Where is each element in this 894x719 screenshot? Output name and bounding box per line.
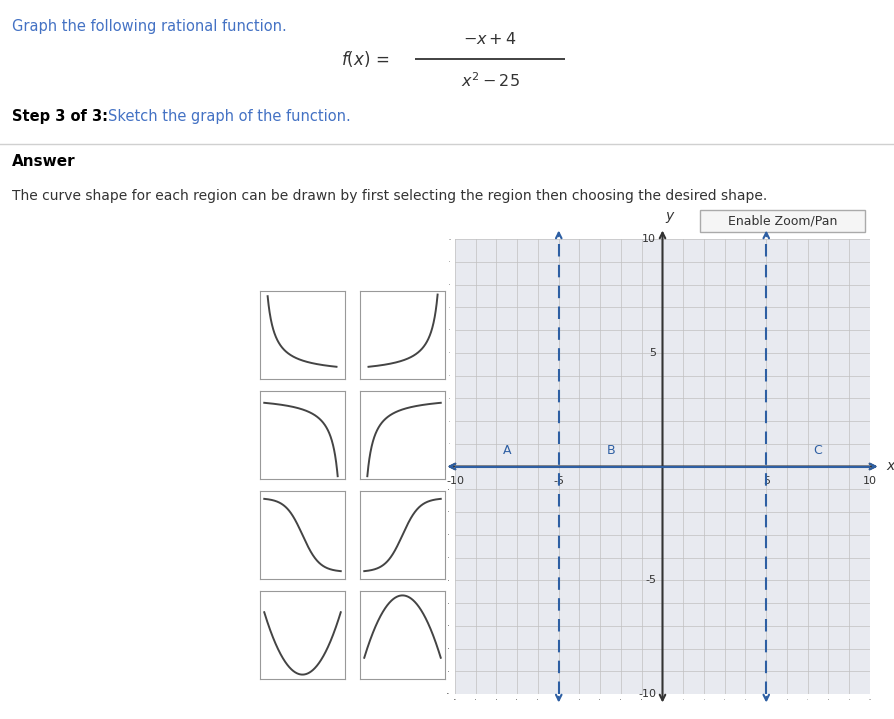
Text: Step 3 of 3:: Step 3 of 3: (12, 109, 113, 124)
Text: -5: -5 (552, 475, 563, 485)
Text: Sketch the graph of the function.: Sketch the graph of the function. (108, 109, 350, 124)
Text: 5: 5 (648, 348, 655, 358)
Text: C: C (813, 444, 822, 457)
Text: A: A (502, 444, 510, 457)
Text: Enable Zoom/Pan: Enable Zoom/Pan (727, 214, 836, 227)
Text: -5: -5 (645, 575, 655, 585)
Text: Answer: Answer (12, 154, 75, 169)
Text: The curve shape for each region can be drawn by first selecting the region then : The curve shape for each region can be d… (12, 189, 766, 203)
Text: y: y (665, 209, 673, 223)
Text: $-x + 4$: $-x + 4$ (462, 31, 516, 47)
Text: x: x (886, 459, 894, 474)
Text: -10: -10 (637, 689, 655, 699)
Text: -10: -10 (445, 475, 463, 485)
Text: 10: 10 (642, 234, 655, 244)
Text: $x^2 - 25$: $x^2 - 25$ (460, 71, 519, 90)
Text: $f(x)\, =$: $f(x)\, =$ (341, 49, 390, 69)
FancyBboxPatch shape (699, 210, 864, 232)
Text: Graph the following rational function.: Graph the following rational function. (12, 19, 286, 34)
Text: 5: 5 (762, 475, 769, 485)
Text: B: B (605, 444, 614, 457)
Text: 10: 10 (862, 475, 876, 485)
